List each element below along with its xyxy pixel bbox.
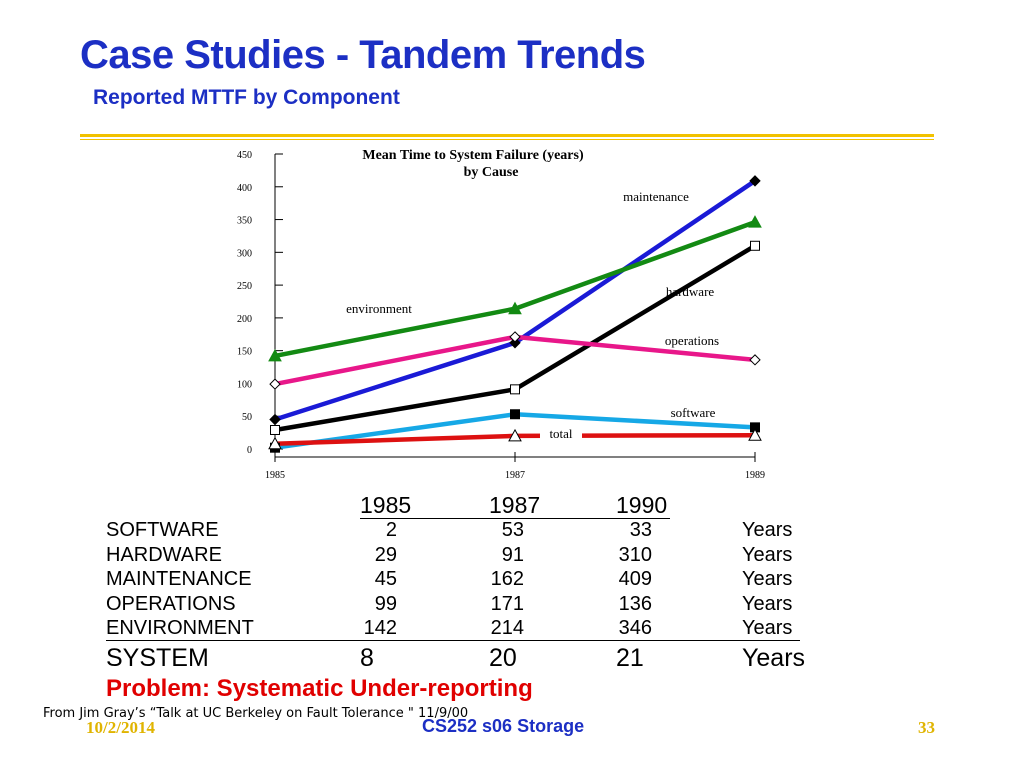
maintenance-1990: 409: [618, 568, 652, 590]
source-credit: From Jim Gray’s “Talk at UC Berkeley on …: [43, 706, 469, 721]
slide-subtitle: Reported MTTF by Component: [93, 86, 400, 109]
table-header-1990: 1990: [616, 492, 668, 518]
series-label-environment: environment: [346, 301, 412, 316]
environment-1987: 214: [490, 617, 524, 639]
series-label-maintenance: maintenance: [623, 189, 689, 204]
footer-page-number: 33: [918, 718, 935, 737]
chart-title: Mean Time to System Failure (years): [362, 148, 584, 163]
y-tick-label: 300: [237, 248, 252, 259]
x-tick-label: 1989: [745, 470, 765, 481]
y-tick-label: 50: [242, 412, 252, 423]
operations-label: OPERATIONS: [106, 593, 236, 615]
hardware-unit: Years: [742, 544, 793, 566]
series-label-hardware: hardware: [666, 284, 715, 299]
y-tick-label: 400: [237, 183, 252, 194]
hardware-label: HARDWARE: [106, 544, 222, 566]
y-tick-label: 100: [237, 379, 252, 390]
software-point: [510, 409, 520, 420]
maintenance-point: [269, 413, 281, 426]
hardware-1985: 29: [374, 544, 397, 566]
software-1985: 2: [385, 519, 397, 541]
y-tick-label: 450: [237, 150, 252, 161]
maintenance-label: MAINTENANCE: [106, 568, 252, 590]
x-tick-label: 1987: [505, 470, 525, 481]
series-label-total: total: [549, 426, 572, 441]
environment-point: [508, 301, 522, 315]
y-tick-label: 350: [237, 216, 252, 227]
mttf-line-chart: Mean Time to System Failure (years) by C…: [237, 148, 765, 481]
operations-1990: 136: [618, 593, 652, 615]
environment-1985: 142: [363, 617, 397, 639]
system-label: SYSTEM: [106, 644, 209, 672]
table-row-software: SOFTWARE 2 53 33 Years: [106, 519, 826, 543]
header-underline: [360, 518, 670, 519]
title-rule-thick: [80, 134, 934, 137]
series-label-operations: operations: [665, 333, 719, 348]
maintenance-1987: 162: [490, 568, 524, 590]
table-row-environment: ENVIRONMENT 142 214 346 Years: [106, 617, 826, 641]
software-label: SOFTWARE: [106, 519, 219, 541]
hardware-1990: 310: [618, 544, 652, 566]
software-1990: 33: [629, 519, 652, 541]
total-point: [508, 428, 522, 442]
operations-point: [269, 378, 281, 390]
maintenance-point: [749, 175, 761, 187]
system-1985: 8: [360, 644, 374, 672]
total-point: [748, 428, 762, 441]
environment-1990: 346: [618, 617, 652, 639]
software-1987: 53: [501, 519, 524, 541]
slide-title: Case Studies - Tandem Trends: [80, 33, 646, 77]
mttf-table: 1985 1987 1990 SOFTWARE 2 53 33 Years HARDWAR…: [106, 490, 826, 675]
footer-date: 10/2/2014: [86, 718, 155, 737]
environment-point: [268, 348, 282, 362]
table-header-1985: 1985: [360, 492, 412, 518]
system-row: SYSTEM 8 20 21 Years: [106, 644, 826, 674]
operations-point: [749, 354, 761, 366]
y-tick-label: 0: [247, 445, 252, 456]
y-tick-label: 150: [237, 347, 252, 358]
table-row-operations: OPERATIONS 99 171 136 Years: [106, 593, 826, 617]
system-1987: 20: [489, 644, 517, 672]
series-label-software: software: [671, 405, 716, 420]
chart-subtitle: by Cause: [464, 165, 519, 180]
environment-unit: Years: [742, 617, 793, 639]
series-label-bg: [540, 426, 582, 442]
total-point: [268, 436, 282, 450]
table-header-1987: 1987: [489, 492, 541, 518]
hardware-point: [510, 384, 520, 395]
problem-statement: Problem: Systematic Under-reporting: [106, 675, 533, 702]
software-unit: Years: [742, 519, 793, 541]
table-row-hardware: HARDWARE 29 91 310 Years: [106, 544, 826, 568]
title-rule-thin: [80, 139, 934, 140]
environment-point: [748, 215, 762, 228]
operations-1985: 99: [374, 593, 397, 615]
table-row-maintenance: MAINTENANCE 45 162 409 Years: [106, 568, 826, 592]
hardware-1987: 91: [501, 544, 524, 566]
footer-course: CS252 s06 Storage: [422, 716, 585, 736]
operations-1987: 171: [490, 593, 524, 615]
x-tick-label: 1985: [265, 470, 285, 481]
maintenance-1985: 45: [374, 568, 397, 590]
system-1990: 21: [616, 644, 644, 672]
environment-underline: [106, 640, 800, 641]
hardware-point: [750, 240, 760, 251]
operations-unit: Years: [742, 593, 793, 615]
y-tick-label: 250: [237, 281, 252, 292]
environment-label: ENVIRONMENT: [106, 617, 254, 639]
hardware-point: [270, 424, 280, 435]
system-unit: Years: [742, 644, 806, 672]
maintenance-point: [509, 337, 521, 349]
operations-point: [509, 331, 521, 343]
y-tick-label: 200: [237, 314, 252, 325]
maintenance-unit: Years: [742, 568, 793, 590]
